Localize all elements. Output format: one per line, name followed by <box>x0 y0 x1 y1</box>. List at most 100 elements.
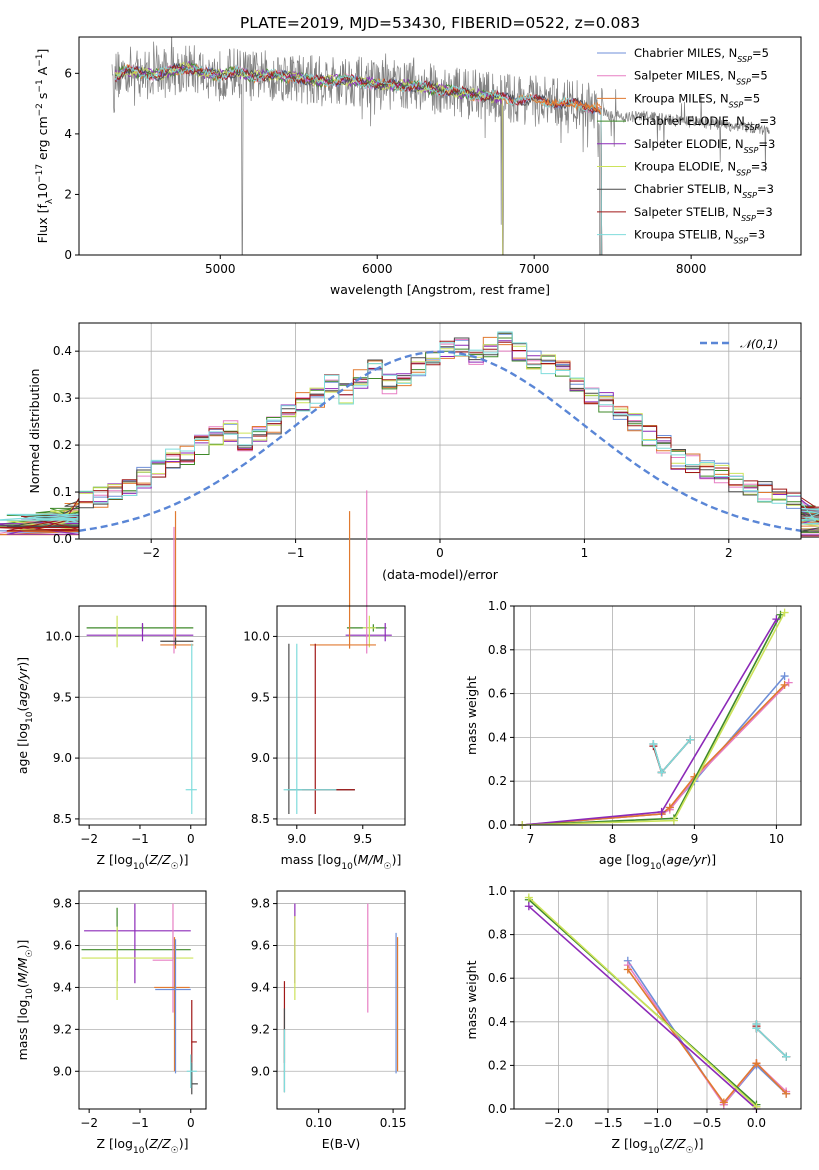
legend-entry: Kroupa STELIB, NSSP=3 <box>634 228 765 246</box>
histogram-step <box>0 332 819 538</box>
weight-point-marker <box>780 608 789 617</box>
weight-point-marker <box>719 1098 728 1107</box>
model-spectrum-tail <box>533 97 602 115</box>
y-axis-label: mass weight <box>464 960 479 1039</box>
y-tick-label: 0.8 <box>488 928 507 942</box>
x-tick-label: −1 <box>287 546 305 560</box>
x-tick-label: −2 <box>80 832 98 846</box>
weight-series-line <box>755 1024 787 1058</box>
y-tick-label: 9.5 <box>53 690 72 704</box>
x-axis-label: E(B-V) <box>322 1136 361 1151</box>
age-vs-metallicity-plot: −2 −1 0 8.5 9.0 9.5 10.0 Z [log10(Z/Z☉)] age [lo… <box>15 511 207 872</box>
histogram-step <box>0 333 819 533</box>
weight-series-line <box>652 739 691 775</box>
y-tick-label: 9.8 <box>53 897 72 911</box>
x-tick-label: 1 <box>581 546 589 560</box>
x-tick-label: 2 <box>725 546 733 560</box>
y-tick-label: 1.0 <box>488 599 507 613</box>
y-tick-label: 9.8 <box>251 897 270 911</box>
model-spectrum-line <box>114 64 603 255</box>
weight-point-marker <box>623 965 632 974</box>
y-tick-label: 0.0 <box>488 818 507 832</box>
legend: Chabrier MILES, NSSP=5 Salpeter MILES, NS… <box>597 46 776 245</box>
y-tick-label: 0.2 <box>53 438 72 452</box>
weight-point-marker <box>784 678 793 687</box>
legend-entry: Chabrier MILES, NSSP=5 <box>634 46 769 64</box>
weight-series-line <box>522 612 786 826</box>
y-tick-label: 9.5 <box>251 690 270 704</box>
x-tick-label: −2 <box>80 1116 98 1130</box>
histogram-step <box>0 337 819 533</box>
legend-entry: 𝒩(0,1) <box>740 337 778 351</box>
model-spectrum-line <box>114 64 603 255</box>
weight-series-line <box>528 896 758 1108</box>
x-axis-label: age [log10(age/yr)] <box>599 852 716 872</box>
weight-point-marker <box>524 902 533 911</box>
axes-frame <box>78 605 207 826</box>
spectrum-lines <box>111 37 770 255</box>
weight-series-line <box>528 905 758 1110</box>
legend-entry: Salpeter MILES, NSSP=5 <box>634 69 768 87</box>
x-axis-label: Z [log10(Z/Z☉)] <box>97 852 189 872</box>
histogram-step <box>0 339 819 535</box>
y-tick-label: 9.0 <box>251 751 270 765</box>
y-axis-label: Normed distribution <box>27 369 42 494</box>
y-tick-label: 0.2 <box>488 774 507 788</box>
normal-curve <box>78 350 802 532</box>
weight-point-marker <box>649 739 658 748</box>
legend-entry: Salpeter ELODIE, NSSP=3 <box>634 137 775 155</box>
x-tick-label: −1.0 <box>643 1116 672 1130</box>
figure-title: PLATE=2019, MJD=53430, FIBERID=0522, z=0… <box>240 14 640 32</box>
mass-vs-extinction-plot: 0.10 0.15 9.0 9.2 9.4 9.6 9.8 E(B-V) <box>251 890 406 1151</box>
y-tick-label: 0.6 <box>488 971 507 985</box>
mass-vs-metallicity-plot: −2 −1 0 9.0 9.2 9.4 9.6 9.8 Z [log10(Z/Z☉)] mass … <box>15 890 207 1156</box>
x-axis-label: wavelength [Angstrom, rest frame] <box>330 282 550 297</box>
x-tick-label: −0.5 <box>692 1116 721 1130</box>
y-tick-label: 8.5 <box>53 812 72 826</box>
weight-point-marker <box>780 680 789 689</box>
y-axis-label: age [log10(age/yr)] <box>15 657 35 774</box>
x-tick-label: −1 <box>131 1116 149 1130</box>
x-tick-label: 8 <box>609 832 617 846</box>
y-tick-label: 0.1 <box>53 485 72 499</box>
y-tick-label: 0.4 <box>53 344 72 358</box>
mass-weight-vs-age-plot: 7 8 9 10 0.0 0.2 0.4 0.6 0.8 1.0 age [log10(age/yr… <box>464 599 802 872</box>
weight-series-line <box>522 675 786 826</box>
y-axis-label: mass weight <box>464 676 479 755</box>
x-tick-label: 0 <box>187 832 195 846</box>
weight-point-marker <box>782 1052 791 1061</box>
x-axis-label: mass [log10(M/M☉)] <box>281 852 402 872</box>
weight-point-marker <box>524 893 533 902</box>
y-tick-label: 10.0 <box>243 629 270 643</box>
legend-entry: Kroupa ELODIE, NSSP=3 <box>634 160 768 178</box>
weight-point-marker <box>752 1059 761 1068</box>
x-tick-label: −2 <box>142 546 160 560</box>
x-tick-label: 0.0 <box>747 1116 766 1130</box>
x-axis-label: Z [log10(Z/Z☉)] <box>612 1136 704 1156</box>
y-axis-label: mass [log10(M/M☉)] <box>15 940 35 1061</box>
axes-frame <box>513 605 802 826</box>
histogram-step <box>0 336 819 536</box>
mass-weight-vs-metallicity-plot: −2.0 −1.5 −1.0 −0.5 0.0 0.0 0.2 0.4 0.6 0.8 1.0 Z [… <box>464 884 802 1156</box>
legend-entry: Chabrier ELODIE, NSSP=3 <box>634 114 776 132</box>
weight-point-marker <box>686 735 695 744</box>
x-tick-label: −2.0 <box>544 1116 573 1130</box>
x-tick-label: 8000 <box>676 262 707 276</box>
weight-point-marker <box>752 1024 761 1033</box>
y-tick-label: 0.3 <box>53 391 72 405</box>
x-tick-label: 6000 <box>362 262 393 276</box>
y-tick-label: 9.0 <box>53 751 72 765</box>
x-tick-label: −1 <box>131 832 149 846</box>
weight-point-marker <box>780 672 789 681</box>
y-tick-label: 0.0 <box>488 1102 507 1116</box>
legend-entry: Salpeter STELIB, NSSP=3 <box>634 205 773 223</box>
residual-histogram-plot: −2 −1 0 1 2 0.0 0.1 0.2 0.3 0.4 (data-model)/error… <box>0 322 819 582</box>
weight-point-marker <box>665 803 674 812</box>
y-tick-label: 9.4 <box>251 980 270 994</box>
y-tick-label: 9.0 <box>251 1064 270 1078</box>
y-tick-label: 1.0 <box>488 884 507 898</box>
y-tick-label: 9.0 <box>53 1064 72 1078</box>
weight-series-line <box>522 614 782 826</box>
axes-frame <box>276 605 406 826</box>
y-tick-label: 9.6 <box>251 939 270 953</box>
